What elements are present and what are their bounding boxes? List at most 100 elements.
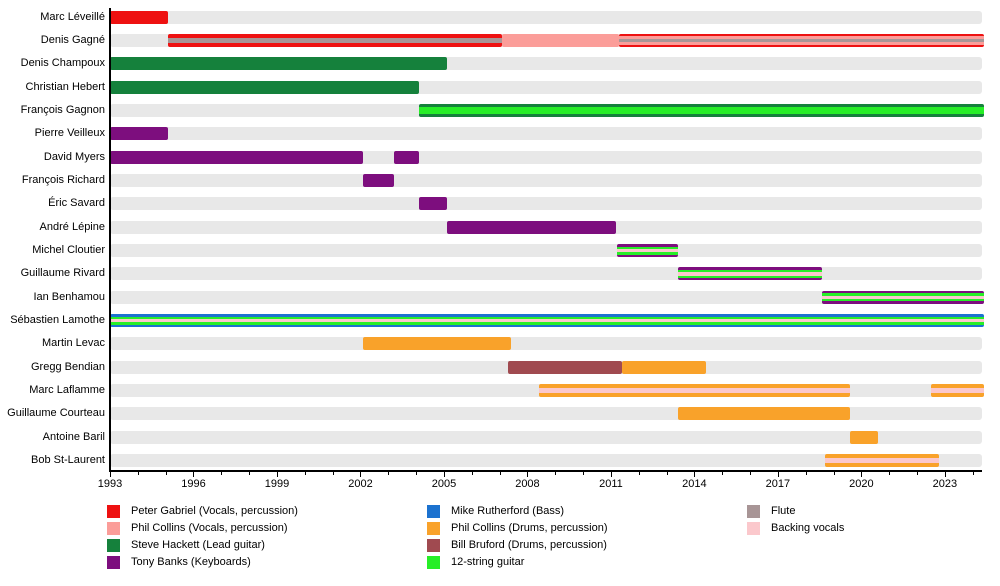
timeline-bar-flute: [619, 38, 984, 43]
member-track: [110, 454, 982, 468]
member-track: [110, 127, 982, 141]
member-label: Denis Champoux: [20, 57, 105, 70]
timeline-bar-backing_vocals: [825, 458, 940, 463]
timeline-bar-tony_banks: [110, 127, 169, 141]
x-axis-minor-tick: [499, 471, 501, 475]
member-label: Éric Savard: [48, 197, 105, 210]
timeline-bar-twelve_string: [418, 107, 984, 115]
timeline-bar-steve_hackett: [110, 80, 419, 94]
member-label: Guillaume Rivard: [20, 267, 105, 280]
member-label: François Richard: [21, 174, 105, 187]
timeline-bar-tony_banks: [446, 220, 617, 234]
legend-label-phil_collins_drums: Phil Collins (Drums, percussion): [451, 522, 608, 534]
timeline-bar-backing_vocals: [110, 318, 984, 323]
timeline-bar-phil_collins_drums: [363, 337, 511, 351]
member-label: Michel Cloutier: [32, 244, 105, 257]
member-label: Gregg Bendian: [31, 360, 105, 373]
legend-label-phil_collins_vocals: Phil Collins (Vocals, percussion): [131, 522, 288, 534]
member-label: Bob St-Laurent: [31, 454, 105, 467]
x-axis-tick-label: 2017: [765, 478, 791, 490]
timeline-bar-tony_banks: [393, 150, 419, 164]
member-label: Denis Gagné: [40, 34, 105, 47]
timeline-bar-phil_collins_drums: [622, 360, 706, 374]
x-axis-minor-tick: [165, 471, 167, 475]
x-axis-minor-tick: [555, 471, 557, 475]
legend-swatch-bill_bruford: [427, 539, 440, 552]
x-axis-minor-tick: [805, 471, 807, 475]
timeline-bar-backing_vocals: [538, 388, 851, 393]
x-axis-minor-tick: [221, 471, 223, 475]
x-axis-minor-tick: [722, 471, 724, 475]
x-axis-minor-tick: [972, 471, 974, 475]
x-axis-minor-tick: [583, 471, 585, 475]
timeline-bar-tony_banks: [418, 197, 447, 211]
member-label: André Lépine: [39, 220, 105, 233]
legend-label-backing_vocals: Backing vocals: [771, 522, 845, 534]
legend-label-twelve_string: 12-string guitar: [451, 556, 525, 568]
member-track: [110, 430, 982, 444]
member-label: François Gagnon: [20, 104, 105, 117]
member-label: Pierre Veilleux: [34, 127, 105, 140]
timeline-bar-tony_banks: [110, 150, 364, 164]
x-axis-minor-tick: [750, 471, 752, 475]
legend-label-mike_rutherford: Mike Rutherford (Bass): [451, 505, 565, 517]
timeline-bar-flute: [168, 38, 503, 44]
legend-swatch-tony_banks: [107, 556, 120, 569]
y-axis-line: [109, 8, 111, 472]
timeline-bar-peter_gabriel: [110, 10, 169, 24]
legend-swatch-phil_collins_drums: [427, 522, 440, 535]
timeline-bar-backing_vocals: [677, 272, 823, 276]
member-track: [110, 244, 982, 258]
legend-swatch-phil_collins_vocals: [107, 522, 120, 535]
timeline-bar-backing_vocals: [930, 388, 984, 393]
timeline-bar-phil_collins_drums: [677, 407, 851, 421]
member-track: [110, 290, 982, 304]
x-axis-tick-label: 2014: [682, 478, 707, 490]
x-axis-minor-tick: [304, 471, 306, 475]
x-axis-minor-tick: [833, 471, 835, 475]
x-axis-minor-tick: [889, 471, 891, 475]
x-axis-major-tick: [777, 471, 779, 477]
x-axis-minor-tick: [137, 471, 139, 475]
x-axis-tick-label: 2005: [431, 478, 457, 490]
timeline-bar-phil_collins_vocals: [502, 34, 620, 48]
x-axis-minor-tick: [388, 471, 390, 475]
legend-swatch-flute: [747, 505, 760, 518]
x-axis-major-tick: [861, 471, 863, 477]
member-track: [110, 197, 982, 211]
x-axis-tick-label: 2011: [599, 478, 623, 490]
legend-label-tony_banks: Tony Banks (Keyboards): [131, 556, 251, 568]
legend-label-flute: Flute: [771, 505, 796, 517]
member-track: [110, 10, 982, 24]
legend-swatch-mike_rutherford: [427, 505, 440, 518]
x-axis-tick-label: 1993: [97, 478, 123, 490]
legend-swatch-steve_hackett: [107, 539, 120, 552]
x-axis-minor-tick: [917, 471, 919, 475]
x-axis-tick-label: 2023: [932, 478, 958, 490]
member-track: [110, 337, 982, 351]
x-axis-tick-label: 1996: [181, 478, 206, 490]
x-axis-tick-label: 2020: [849, 478, 874, 490]
x-axis-minor-tick: [249, 471, 251, 475]
member-track: [110, 407, 982, 421]
x-axis-minor-tick: [666, 471, 668, 475]
x-axis-minor-tick: [416, 471, 418, 475]
legend-label-bill_bruford: Bill Bruford (Drums, percussion): [451, 539, 607, 551]
timeline-bar-phil_collins_drums: [850, 430, 879, 444]
x-axis-major-tick: [193, 471, 195, 477]
member-label: Marc Léveillé: [40, 10, 105, 23]
x-axis-major-tick: [110, 471, 111, 477]
member-label: Sébastien Lamothe: [10, 314, 105, 327]
legend-label-steve_hackett: Steve Hackett (Lead guitar): [131, 539, 265, 551]
x-axis-major-tick: [610, 471, 612, 477]
x-axis-line: [109, 470, 982, 472]
member-label: Antoine Baril: [42, 430, 105, 443]
legend-swatch-backing_vocals: [747, 522, 760, 535]
x-axis-tick-label: 1999: [264, 478, 290, 490]
x-axis-major-tick: [360, 471, 362, 477]
member-label: Ian Benhamou: [33, 290, 105, 303]
x-axis-tick-label: 2002: [348, 478, 373, 490]
member-track: [110, 174, 982, 188]
member-label: Marc Laflamme: [29, 384, 105, 397]
